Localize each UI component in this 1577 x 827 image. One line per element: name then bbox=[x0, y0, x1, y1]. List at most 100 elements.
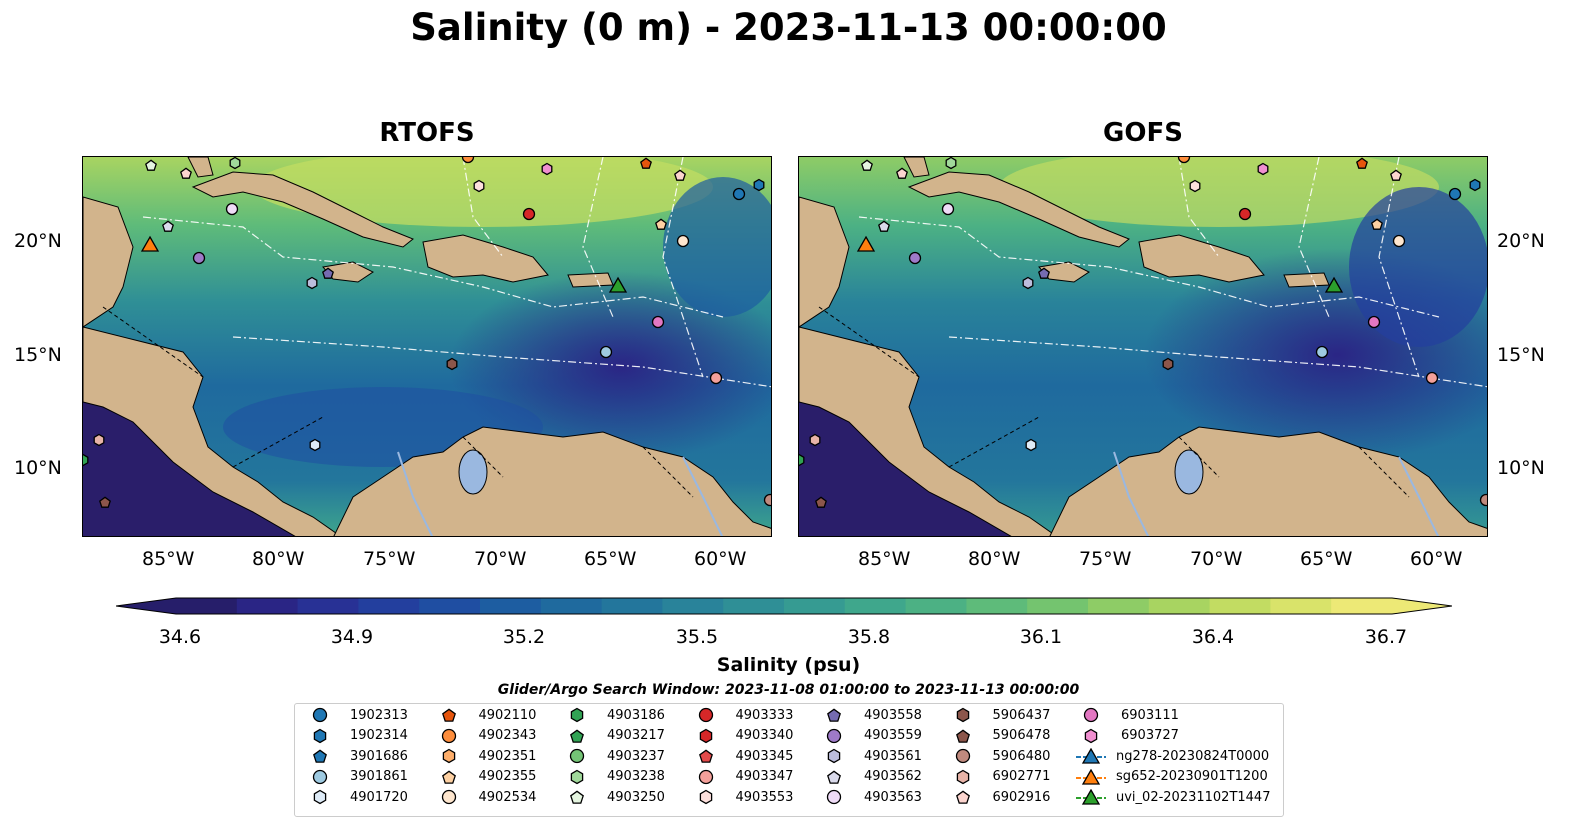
pentagon-icon bbox=[955, 728, 970, 743]
legend-label: 4903559 bbox=[864, 728, 922, 743]
legend-item: 4902351 bbox=[434, 748, 536, 764]
legend-item: 1902313 bbox=[305, 707, 408, 723]
pentagon-icon bbox=[441, 708, 456, 722]
legend-label: 5906437 bbox=[992, 707, 1051, 723]
hexagon-icon bbox=[956, 769, 969, 784]
legend-label: 4903563 bbox=[864, 789, 922, 805]
map-gofs[interactable] bbox=[798, 156, 1488, 537]
colorbar-tick-5: 36.1 bbox=[1019, 626, 1063, 648]
platform-marker bbox=[1356, 157, 1368, 169]
legend-item: 3901861 bbox=[305, 769, 408, 785]
hexagon-icon bbox=[313, 728, 327, 743]
legend-label: 4903561 bbox=[864, 748, 922, 764]
platform-marker bbox=[1425, 371, 1439, 385]
platform-marker bbox=[815, 496, 827, 508]
triangle-icon bbox=[1076, 768, 1106, 785]
platform-marker bbox=[162, 220, 174, 232]
legend-label: 4902355 bbox=[478, 769, 537, 784]
platform-marker bbox=[1038, 267, 1050, 279]
platform-marker bbox=[1371, 218, 1383, 230]
pentagon-icon bbox=[698, 749, 713, 763]
map-rtofs[interactable] bbox=[82, 156, 772, 537]
colorbar bbox=[116, 597, 1452, 615]
platform-marker bbox=[473, 179, 485, 193]
platform-marker bbox=[1238, 207, 1252, 221]
platform-marker bbox=[908, 251, 922, 265]
circle-icon bbox=[1083, 707, 1099, 723]
glider-marker bbox=[856, 235, 876, 252]
figure-title: Salinity (0 m) - 2023-11-13 00:00:00 bbox=[410, 6, 1167, 49]
platform-marker bbox=[1392, 234, 1406, 248]
platform-marker bbox=[1448, 187, 1462, 201]
platform-marker bbox=[1177, 157, 1191, 164]
lon-label-65w-right: 65°W bbox=[1300, 548, 1353, 570]
platform-marker bbox=[522, 207, 536, 221]
circle-icon bbox=[826, 789, 842, 805]
colorbar-segment bbox=[1027, 598, 1089, 614]
platform-marker bbox=[753, 178, 765, 192]
platform-marker bbox=[93, 433, 105, 447]
lon-label-80w-right: 80°W bbox=[968, 548, 1021, 570]
platform-marker bbox=[896, 167, 908, 179]
platform-marker bbox=[941, 202, 955, 216]
legend-label: 4903238 bbox=[607, 769, 665, 784]
lon-label-65w-left: 65°W bbox=[584, 548, 637, 570]
colorbar-extend-max bbox=[1392, 598, 1452, 614]
platform-marker bbox=[878, 220, 890, 232]
legend-item: 6903111 bbox=[1076, 707, 1179, 723]
platform-marker bbox=[945, 157, 957, 170]
colorbar-segment bbox=[844, 598, 907, 614]
legend-label: 4903345 bbox=[735, 748, 794, 764]
colorbar-segment bbox=[540, 598, 603, 614]
legend-item: 4903347 bbox=[691, 769, 793, 785]
legend-item: 4903186 bbox=[562, 707, 665, 723]
colorbar-tick-2: 35.2 bbox=[502, 626, 546, 648]
legend-item: 4903345 bbox=[691, 748, 794, 764]
platform-marker bbox=[83, 453, 89, 467]
pacific-ocean bbox=[83, 397, 310, 536]
circle-icon bbox=[569, 748, 585, 764]
lat-label-10n-right: 10°N bbox=[1497, 457, 1545, 479]
platform-marker bbox=[461, 157, 475, 164]
colorbar-segment bbox=[966, 598, 1028, 614]
legend-item: 4902534 bbox=[434, 789, 537, 805]
hexagon-icon bbox=[570, 707, 584, 723]
circle-icon bbox=[312, 769, 328, 784]
legend-label: 4902534 bbox=[478, 789, 537, 805]
colorbar-extend-min bbox=[116, 598, 176, 614]
colorbar-segment bbox=[1270, 598, 1332, 614]
lat-label-20n-left: 20°N bbox=[14, 230, 62, 252]
triangle-icon bbox=[1076, 789, 1106, 805]
colorbar-tick-1: 34.9 bbox=[330, 626, 374, 648]
legend-item: 6902771 bbox=[948, 769, 1051, 785]
hexagon-icon bbox=[1084, 728, 1098, 743]
lon-label-70w-right: 70°W bbox=[1190, 548, 1243, 570]
legend-item: 4903237 bbox=[562, 748, 665, 764]
platform-marker bbox=[1315, 345, 1329, 359]
pentagon-icon bbox=[441, 769, 456, 784]
platform-marker bbox=[145, 159, 157, 171]
legend-label: uvi_02-20231102T1447 bbox=[1116, 789, 1271, 805]
colorbar-tick-4: 35.8 bbox=[847, 626, 891, 648]
legend-item: 4903250 bbox=[562, 789, 665, 805]
colorbar-segment bbox=[662, 598, 724, 614]
glider-marker bbox=[1324, 276, 1344, 293]
platform-marker bbox=[763, 493, 771, 507]
legend-item: 5906437 bbox=[948, 707, 1051, 723]
legend-label: 6902771 bbox=[992, 769, 1051, 784]
pentagon-icon bbox=[570, 790, 584, 804]
platform-marker bbox=[1469, 178, 1481, 192]
platform-marker bbox=[192, 251, 206, 265]
pentagon-icon bbox=[827, 769, 841, 784]
legend-item: 6902916 bbox=[948, 789, 1050, 805]
colorbar-segment bbox=[236, 598, 299, 614]
lon-label-85w-right: 85°W bbox=[858, 548, 911, 570]
platform-marker bbox=[99, 496, 111, 508]
legend-label: ng278-20230824T0000 bbox=[1116, 748, 1270, 764]
circle-icon bbox=[698, 707, 713, 723]
legend-label: 4902343 bbox=[478, 728, 537, 743]
legend-item: 4903563 bbox=[819, 789, 922, 805]
colorbar-tick-6: 36.4 bbox=[1191, 626, 1235, 648]
lon-label-60w-left: 60°W bbox=[694, 548, 747, 570]
circle-icon bbox=[955, 748, 970, 764]
